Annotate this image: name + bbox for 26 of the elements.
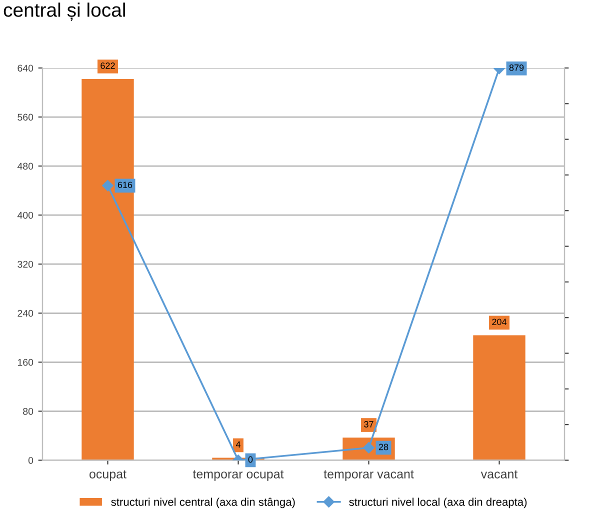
x-tick-label: vacant [480, 470, 518, 478]
x-tick-label: temporar vacant [324, 470, 414, 481]
bar [82, 79, 134, 460]
y-tick-label: 0 [28, 456, 34, 464]
y-tick-label: 400 [17, 212, 34, 219]
legend-label: structuri nivel central (axa din stânga) [111, 498, 295, 508]
y-tick-label: 80 [23, 408, 34, 415]
y-tick-label: 640 [18, 64, 34, 72]
data-label: 37 [364, 421, 374, 428]
data-label: 204 [492, 318, 507, 326]
y-tick-label: 480 [17, 162, 34, 170]
y-tick-label: 240 [18, 310, 34, 317]
x-tick-label: ocupat [90, 470, 126, 481]
y-tick-label: 560 [18, 114, 34, 121]
data-label: 616 [118, 182, 132, 188]
bar [473, 335, 526, 460]
data-label: 28 [378, 444, 388, 450]
y-tick-label: 320 [18, 260, 34, 268]
legend-label: structuri nivel local (axa din dreapta) [349, 498, 527, 508]
chart-title: central și local [4, 2, 125, 21]
data-label: 0 [248, 456, 253, 463]
data-label: 879 [509, 64, 524, 71]
y-tick-label: 160 [18, 358, 34, 366]
x-tick-label: temporar ocupat [192, 470, 284, 481]
data-label: 4 [236, 441, 240, 448]
data-label: 622 [100, 62, 115, 69]
